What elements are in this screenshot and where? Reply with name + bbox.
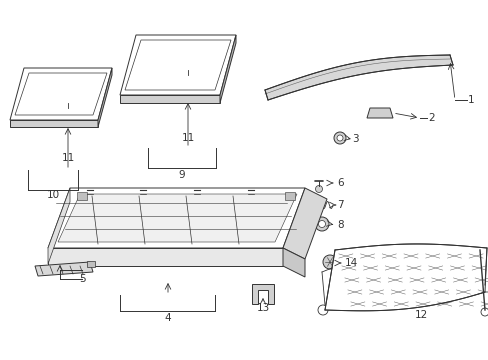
Text: 11: 11: [61, 153, 75, 163]
Polygon shape: [98, 68, 112, 127]
Text: 11: 11: [181, 133, 194, 143]
Circle shape: [480, 308, 488, 316]
Text: 12: 12: [414, 310, 427, 320]
Polygon shape: [58, 194, 296, 242]
Polygon shape: [366, 108, 392, 118]
Circle shape: [318, 220, 325, 228]
Text: 13: 13: [256, 303, 269, 313]
Polygon shape: [35, 262, 93, 276]
Circle shape: [65, 107, 71, 113]
Circle shape: [336, 135, 342, 141]
Text: 14: 14: [345, 258, 358, 268]
Polygon shape: [87, 261, 95, 267]
Text: 10: 10: [46, 190, 60, 200]
Circle shape: [184, 73, 191, 81]
Polygon shape: [48, 188, 70, 264]
Text: 9: 9: [178, 170, 185, 180]
Polygon shape: [48, 248, 283, 266]
Polygon shape: [48, 188, 305, 248]
Polygon shape: [125, 40, 230, 90]
Text: 4: 4: [164, 313, 171, 323]
Polygon shape: [220, 35, 236, 103]
Text: 5: 5: [79, 274, 85, 284]
Text: 3: 3: [351, 134, 358, 144]
Circle shape: [323, 255, 336, 269]
Text: 8: 8: [336, 220, 343, 230]
Polygon shape: [10, 120, 98, 127]
Polygon shape: [264, 55, 452, 100]
Polygon shape: [283, 248, 305, 277]
Polygon shape: [120, 35, 236, 95]
Polygon shape: [251, 284, 273, 304]
Circle shape: [314, 217, 328, 231]
Text: 6: 6: [336, 178, 343, 188]
Circle shape: [317, 305, 327, 315]
Polygon shape: [10, 68, 112, 120]
Text: 1: 1: [467, 95, 474, 105]
Polygon shape: [120, 95, 220, 103]
Polygon shape: [285, 192, 294, 200]
Polygon shape: [283, 188, 326, 259]
Text: 7: 7: [336, 200, 343, 210]
Circle shape: [315, 185, 322, 193]
Polygon shape: [325, 244, 486, 311]
Polygon shape: [77, 192, 87, 200]
Text: 2: 2: [427, 113, 434, 123]
Polygon shape: [15, 73, 107, 115]
Circle shape: [333, 132, 346, 144]
